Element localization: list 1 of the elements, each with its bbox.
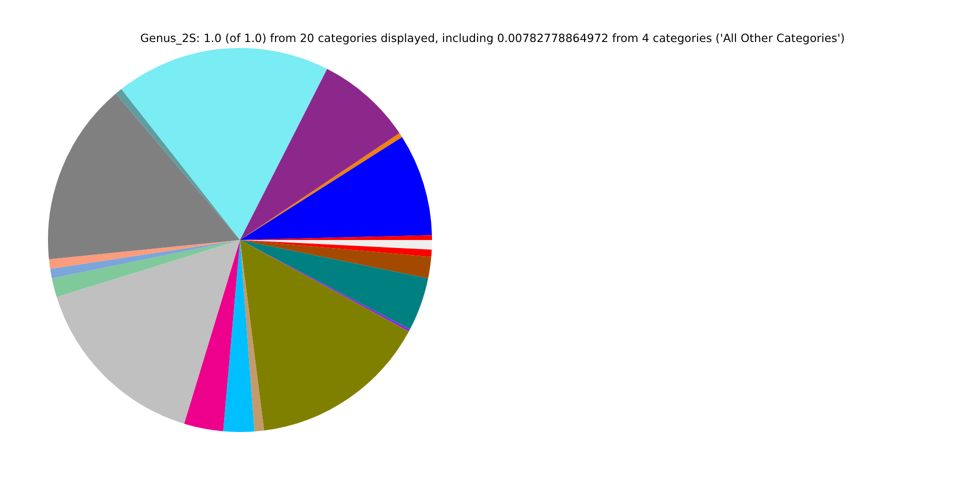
text: Genus_2S: 1.0 (of 1.0) from 20 categories displayed, including 0.00782778864972 from 4 categories ('All Other Categories')	[139, 32, 846, 45]
